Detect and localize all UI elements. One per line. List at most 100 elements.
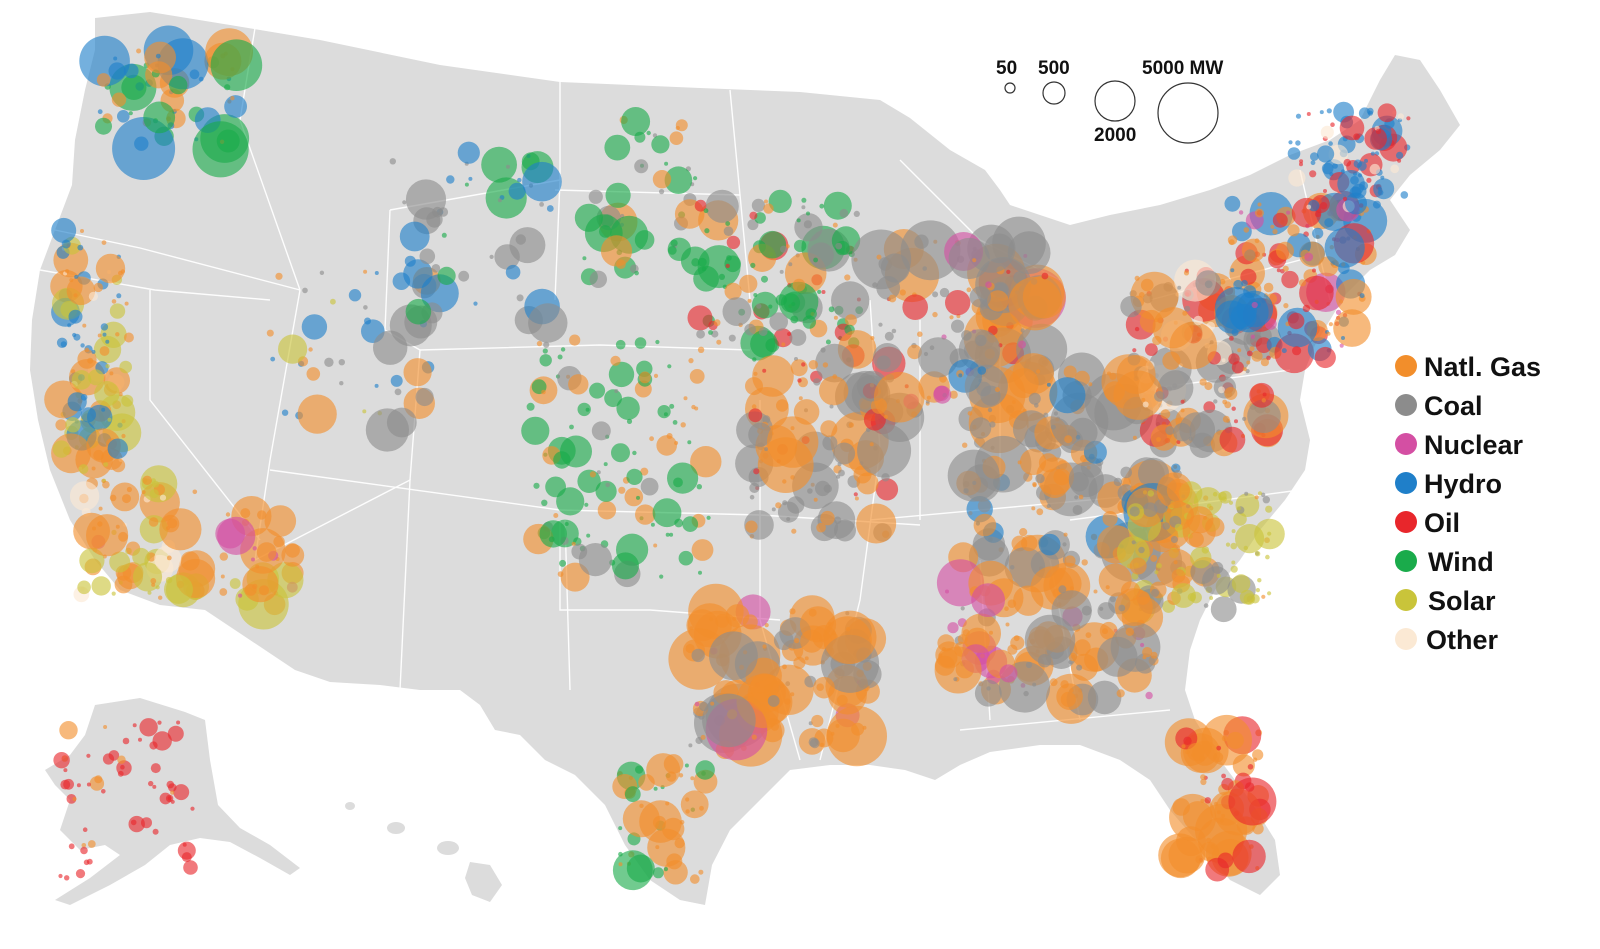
border-nm-tx xyxy=(564,519,571,691)
plant-bubble-solar xyxy=(119,360,132,374)
plant-bubble-hydro xyxy=(1281,348,1287,354)
plant-bubble-oil xyxy=(1247,764,1254,770)
plant-bubble-hydro xyxy=(1308,199,1320,212)
plant-bubble-gas xyxy=(101,240,107,246)
plant-bubble-coal xyxy=(691,648,705,663)
plant-bubble-coal xyxy=(578,543,613,577)
plant-bubble-gas xyxy=(1141,397,1146,402)
plant-bubble-wind xyxy=(750,262,756,268)
plant-bubble-oil xyxy=(1176,440,1181,444)
plant-bubble-gas xyxy=(1056,683,1083,710)
plant-bubble-oil xyxy=(1302,304,1311,313)
plant-bubble-coal xyxy=(829,404,834,409)
plant-bubble-wind xyxy=(548,536,555,543)
plant-bubble-coal xyxy=(1170,536,1178,543)
plant-bubble-gas xyxy=(1237,348,1242,353)
plant-bubble-gas xyxy=(1187,743,1205,761)
legend-swatch-nuclear xyxy=(1395,433,1417,455)
plant-bubble-coal xyxy=(815,480,831,497)
plant-bubble-hydro xyxy=(505,264,521,280)
legend-swatch-coal xyxy=(1395,394,1417,416)
plant-bubble-oil xyxy=(1342,196,1348,201)
plant-bubble-gas xyxy=(266,329,274,337)
plant-bubble-gas xyxy=(715,614,730,628)
plant-bubble-gas xyxy=(1249,346,1255,351)
plant-bubble-coal xyxy=(801,205,806,210)
plant-bubble-gas xyxy=(699,805,704,811)
border-nd-mn xyxy=(729,89,751,301)
plant-bubble-hydro xyxy=(108,62,126,80)
plant-bubble-other xyxy=(1193,315,1203,326)
plant-bubble-hydro xyxy=(1321,162,1334,175)
plant-bubble-gas xyxy=(82,323,87,328)
plant-bubble-gas xyxy=(1252,757,1258,762)
plant-bubble-hydro xyxy=(977,366,987,375)
plant-bubble-gas xyxy=(118,270,123,276)
plant-bubble-oil xyxy=(157,720,162,725)
plant-bubble-solar xyxy=(1216,573,1221,578)
plant-bubble-coal xyxy=(1151,588,1160,597)
plant-bubble-hydro xyxy=(61,239,71,249)
plant-bubble-wind xyxy=(651,135,670,154)
hawaii-island-maui xyxy=(437,841,459,855)
plant-bubble-wind xyxy=(616,396,640,420)
plant-bubble-wind xyxy=(612,850,653,891)
plant-bubble-oil xyxy=(159,792,172,805)
plant-bubble-coal xyxy=(749,482,760,493)
plant-bubble-oil xyxy=(875,478,899,501)
plant-bubble-gas xyxy=(1243,227,1250,233)
plant-bubble-other xyxy=(1288,169,1306,187)
plant-bubble-oil xyxy=(1183,736,1192,745)
plant-bubble-coal xyxy=(891,328,897,334)
plant-bubble-gas xyxy=(589,471,597,478)
plant-bubble-hydro xyxy=(97,109,103,115)
plant-bubble-oil xyxy=(1216,745,1222,751)
plant-bubble-gas xyxy=(256,542,277,562)
plant-bubble-gas xyxy=(698,869,704,875)
plant-bubble-gas xyxy=(792,278,806,292)
plant-bubble-gas xyxy=(750,673,779,702)
plant-bubble-solar xyxy=(152,480,160,488)
plant-bubble-gas xyxy=(966,287,972,293)
plant-bubble-coal xyxy=(779,269,784,274)
plant-bubble-oil xyxy=(183,860,198,875)
plant-bubble-hydro xyxy=(1317,145,1335,163)
plant-bubble-wind xyxy=(559,559,567,567)
plant-bubble-gas xyxy=(96,73,111,87)
plant-bubble-wind xyxy=(750,330,778,358)
plant-bubble-wind xyxy=(664,161,669,166)
plant-bubble-gas xyxy=(1270,224,1275,229)
plant-bubble-gas xyxy=(1013,585,1044,616)
plant-bubble-gas xyxy=(725,604,750,628)
plant-bubble-oil xyxy=(1231,406,1236,411)
plant-bubble-oil xyxy=(101,789,106,794)
plant-bubble-gas xyxy=(118,392,123,397)
plant-bubble-wind xyxy=(652,867,664,879)
plant-bubble-oil xyxy=(1366,177,1372,183)
plant-bubble-solar xyxy=(111,591,116,596)
plant-bubble-oil xyxy=(58,873,63,879)
plant-bubble-solar xyxy=(1231,574,1251,593)
plant-bubble-wind xyxy=(437,266,456,285)
plant-bubble-hydro xyxy=(1310,152,1319,161)
plant-bubble-oil xyxy=(1228,777,1277,826)
border-four-corners xyxy=(269,469,561,511)
plant-bubble-wind xyxy=(659,574,664,579)
plant-bubble-gas xyxy=(89,776,105,791)
plant-bubble-solar xyxy=(1190,547,1212,569)
plant-bubble-oil xyxy=(130,819,137,826)
plant-bubble-gas xyxy=(819,376,849,406)
plant-bubble-gas xyxy=(1021,534,1038,552)
plant-bubble-solar xyxy=(1230,565,1238,573)
plant-bubble-hydro xyxy=(60,341,67,348)
plant-bubble-gas xyxy=(1063,365,1077,379)
plant-bubble-gas xyxy=(753,371,758,376)
plant-bubble-coal xyxy=(588,189,603,204)
plant-bubble-gas xyxy=(697,346,705,353)
plant-bubble-solar xyxy=(1243,545,1249,551)
plant-bubble-wind xyxy=(577,469,601,493)
plant-bubble-gas xyxy=(142,475,152,485)
plant-bubble-coal xyxy=(1113,477,1123,487)
plant-bubble-gas xyxy=(973,513,997,537)
